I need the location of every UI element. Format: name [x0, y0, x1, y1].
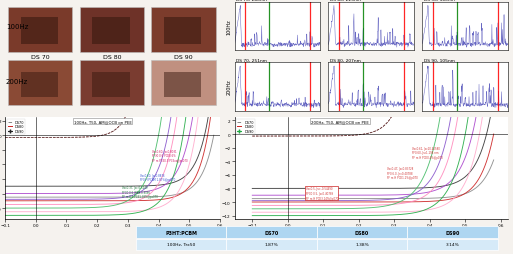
Bar [21, 73, 58, 98]
Bar [151, 8, 215, 53]
Text: DS80: DS80 [355, 230, 369, 235]
Bar [80, 8, 144, 53]
Bar [136, 239, 226, 250]
Text: 200Hz, T50, AM@OCB on PEE: 200Hz, T50, AM@OCB on PEE [311, 120, 369, 123]
Text: 100Hz: 100Hz [6, 24, 28, 30]
Bar [407, 239, 498, 250]
Bar [317, 239, 407, 250]
Text: DS 80, 225nm: DS 80, 225nm [330, 0, 361, 2]
Text: Voc0.47, Jsc0.83728
FF0 6.0, Jsc0.40788
FF m H PCE1.1%@p070: Voc0.47, Jsc0.83728 FF0 6.0, Jsc0.40788 … [387, 166, 418, 180]
Bar [226, 239, 317, 250]
Bar [151, 61, 215, 106]
Text: Voc0.60, Jsc0.8876
FF0 H PCBM 1.87%@ps070: Voc0.60, Jsc0.8876 FF0 H PCBM 1.87%@ps07… [140, 173, 175, 182]
Bar [8, 8, 72, 53]
Text: DS 90: DS 90 [174, 55, 193, 60]
Text: P3HT:PCBM: P3HT:PCBM [165, 230, 197, 235]
Bar [80, 61, 144, 106]
Bar [317, 227, 407, 238]
Text: 1.38%: 1.38% [355, 243, 369, 246]
Bar [92, 18, 130, 45]
Legend: DS70, DS80, DS90: DS70, DS80, DS90 [7, 119, 26, 135]
Legend: DS70, DS80, DS90: DS70, DS80, DS90 [236, 119, 255, 135]
Text: DS70: DS70 [265, 230, 279, 235]
Text: DS 70, 251nm: DS 70, 251nm [236, 59, 267, 62]
Text: DS 80: DS 80 [103, 55, 121, 60]
Text: Voc0.5, Jsc:-0.54490
FF00 0.5, Jsc0.40789
FF m H PCE3.14%@p070: Voc0.5, Jsc:-0.54490 FF00 0.5, Jsc0.4078… [306, 187, 338, 200]
Text: DS90: DS90 [445, 230, 460, 235]
Y-axis label: 100Hz: 100Hz [227, 19, 232, 35]
Text: DS 70: DS 70 [31, 55, 50, 60]
Text: 100Hz, T50, AM@OCB on PEE: 100Hz, T50, AM@OCB on PEE [74, 120, 132, 123]
Text: Voc0.61, Jsc10.42580
FF0.60, Jsc1.196 nm
FF m H PCE0.4%@p070: Voc0.61, Jsc10.42580 FF0.60, Jsc1.196 nm… [412, 146, 443, 159]
Bar [164, 18, 201, 45]
Text: DS 70, 286nm: DS 70, 286nm [236, 0, 267, 2]
Text: 3.14%: 3.14% [446, 243, 460, 246]
Bar [226, 227, 317, 238]
Y-axis label: 200Hz: 200Hz [227, 79, 232, 95]
Bar [407, 227, 498, 238]
Bar [136, 227, 226, 238]
Text: DS 90, 105nm: DS 90, 105nm [424, 59, 455, 62]
Bar [164, 73, 201, 98]
Text: 100Hz, Trx50: 100Hz, Trx50 [167, 243, 195, 246]
Bar [8, 61, 72, 106]
Bar [92, 73, 130, 98]
Text: DS 90, 160nm: DS 90, 160nm [424, 0, 455, 2]
Text: Voc0.60, Jsc0.8031
FF30 0.6 PCE0.6%
FF m PCE0.5 PCExx@ps070: Voc0.60, Jsc0.8031 FF30 0.6 PCE0.6% FF m… [152, 149, 188, 162]
Text: Voc0.37, Jsc 0.5249
FF00 0.6 WBA 0.9066
FF m 0.6 PCE1.38%@ps070: Voc0.37, Jsc 0.5249 FF00 0.6 WBA 0.9066 … [122, 185, 157, 198]
Bar [21, 18, 58, 45]
Text: 1.87%: 1.87% [265, 243, 279, 246]
Text: 200Hz: 200Hz [6, 78, 28, 84]
Text: DS 80, 207nm: DS 80, 207nm [330, 59, 361, 62]
X-axis label: A: A [369, 233, 373, 238]
